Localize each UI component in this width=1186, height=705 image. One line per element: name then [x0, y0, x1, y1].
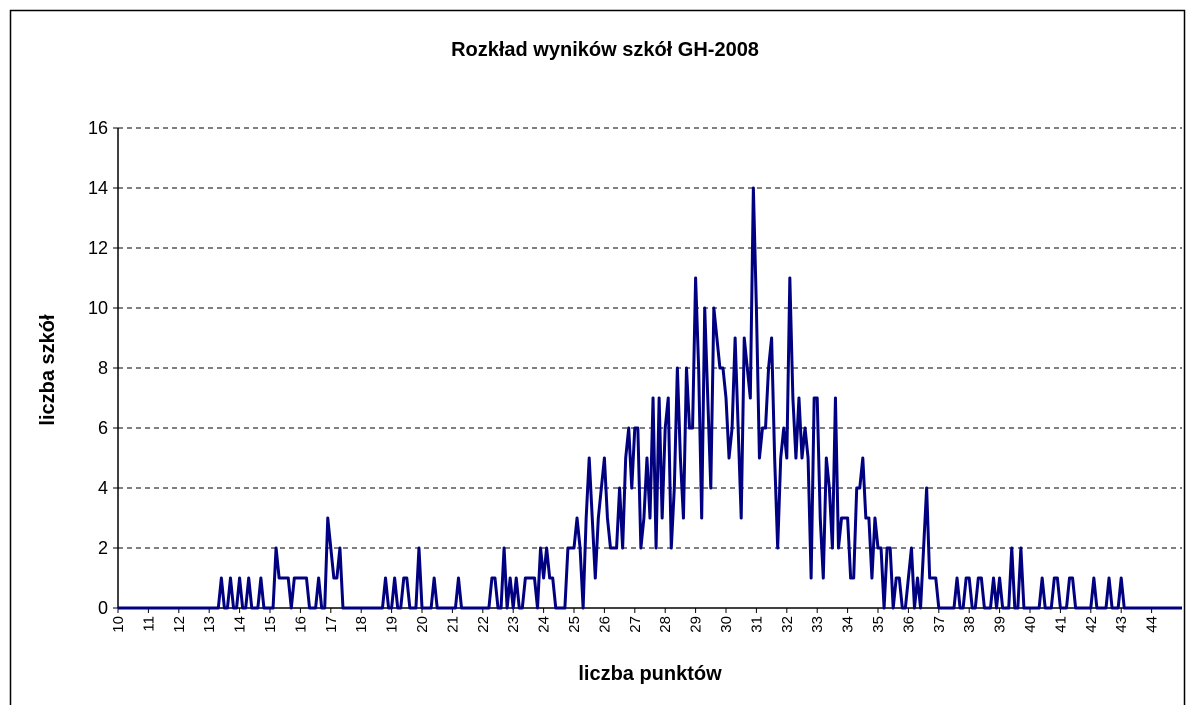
x-tick-label: 13	[201, 616, 218, 633]
x-tick-label: 22	[475, 616, 492, 633]
x-tick-label: 33	[809, 616, 826, 633]
x-tick-label: 37	[931, 616, 948, 633]
x-tick-label: 12	[171, 616, 188, 633]
y-tick-label: 10	[88, 298, 108, 318]
x-tick-label: 29	[688, 616, 705, 633]
x-tick-label: 43	[1113, 616, 1130, 633]
x-tick-label: 39	[992, 616, 1009, 633]
x-tick-label: 21	[444, 616, 461, 633]
x-tick-label: 26	[596, 616, 613, 633]
x-tick-label: 30	[718, 616, 735, 633]
x-tick-label: 41	[1052, 616, 1069, 633]
x-tick-label: 32	[779, 616, 796, 633]
x-tick-label: 34	[840, 616, 857, 633]
y-axis-label: liczba szkół	[37, 314, 59, 426]
y-tick-label: 8	[98, 358, 108, 378]
x-tick-label: 14	[232, 616, 249, 633]
x-tick-label: 11	[140, 616, 157, 632]
x-tick-label: 36	[900, 616, 917, 633]
x-tick-label: 38	[961, 616, 978, 633]
x-tick-label: 16	[292, 616, 309, 633]
chart-frame	[9, 9, 1186, 705]
x-tick-label: 42	[1083, 616, 1100, 633]
x-tick-label: 23	[505, 616, 522, 633]
y-tick-label: 2	[98, 538, 108, 558]
data-line	[118, 186, 1182, 610]
x-tick-label: 18	[353, 616, 370, 633]
x-tick-label: 24	[536, 616, 553, 633]
y-tick-label: 0	[98, 598, 108, 618]
x-tick-label: 17	[323, 616, 340, 633]
y-tick-label: 16	[88, 118, 108, 138]
x-tick-label: 15	[262, 616, 279, 633]
chart-title: Rozkład wyników szkół GH-2008	[451, 39, 759, 61]
x-tick-label: 27	[627, 616, 644, 633]
x-tick-label: 10	[110, 616, 127, 633]
y-tick-label: 14	[88, 178, 108, 198]
x-tick-label: 20	[414, 616, 431, 633]
x-axis-label: liczba punktów	[578, 663, 722, 685]
x-tick-label: 25	[566, 616, 583, 633]
y-tick-label: 4	[98, 478, 108, 498]
y-tick-label: 6	[98, 418, 108, 438]
x-tick-label: 35	[870, 616, 887, 633]
x-tick-label: 40	[1022, 616, 1039, 633]
y-tick-label: 12	[88, 238, 108, 258]
x-tick-label: 28	[657, 616, 674, 633]
x-tick-label: 31	[748, 616, 765, 633]
x-tick-label: 19	[384, 616, 401, 633]
x-tick-label: 44	[1144, 616, 1161, 633]
